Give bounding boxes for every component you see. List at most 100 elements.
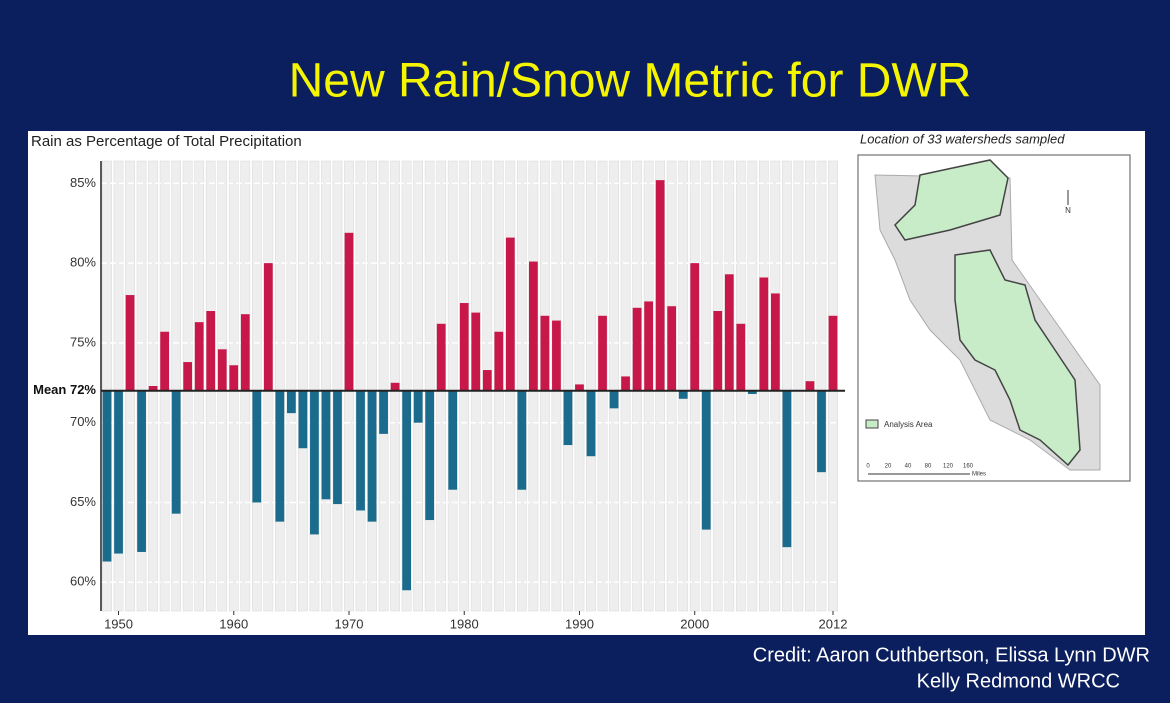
legend-swatch <box>865 419 879 429</box>
credit-line: Kelly Redmond WRCC <box>917 670 1120 692</box>
bar <box>482 370 492 391</box>
map: Location of 33 watersheds sampled N Anal… <box>857 131 1131 482</box>
mean-label: Mean 72% <box>33 382 96 397</box>
bar <box>125 295 135 391</box>
x-tick-label: 1990 <box>565 616 594 631</box>
stripe <box>678 160 689 612</box>
bar <box>701 390 711 530</box>
bar <box>517 390 527 490</box>
bar <box>333 390 342 505</box>
bar <box>310 390 319 535</box>
stripe <box>251 160 262 612</box>
bar <box>817 390 826 473</box>
bar <box>655 180 665 391</box>
bar <box>356 390 365 511</box>
bar <box>724 274 734 391</box>
bar <box>436 323 446 391</box>
x-tick-label: 2000 <box>680 616 709 631</box>
stripe <box>701 160 712 612</box>
stripe <box>286 160 297 612</box>
bar <box>713 311 723 391</box>
stripe <box>609 160 619 612</box>
bar <box>367 390 377 522</box>
slide-title: New Rain/Snow Metric for DWR <box>289 55 972 108</box>
bar <box>171 390 181 514</box>
y-tick-label: 80% <box>70 255 96 270</box>
stripe <box>298 160 308 612</box>
bar <box>471 312 481 391</box>
stripe <box>747 160 758 612</box>
bar <box>148 386 158 391</box>
bar <box>183 362 193 391</box>
stripe <box>367 160 377 612</box>
y-tick-label: 70% <box>70 414 96 429</box>
stripe <box>355 160 366 612</box>
stripe <box>793 160 804 612</box>
bar <box>575 384 584 391</box>
scale-label: 40 <box>905 464 912 470</box>
stripe <box>413 160 424 612</box>
bar <box>540 315 550 391</box>
bar <box>621 376 630 391</box>
x-tick-label: 1980 <box>450 616 479 631</box>
scale-label: 160 <box>963 464 974 470</box>
scale-label: 80 <box>925 464 932 470</box>
bar <box>379 390 388 434</box>
bar <box>632 307 642 391</box>
stripe <box>447 160 458 612</box>
bar <box>782 390 792 548</box>
bar <box>206 311 216 391</box>
stripe <box>401 160 412 612</box>
bar <box>644 301 653 391</box>
bar <box>609 390 619 409</box>
map-title: Location of 33 watersheds sampled <box>860 131 1065 146</box>
bar <box>137 390 146 552</box>
bar <box>505 237 515 391</box>
analysis-area <box>894 159 1081 467</box>
bar <box>160 331 169 391</box>
stripe <box>378 160 389 612</box>
bar <box>194 322 204 391</box>
chart: 60% 65% 70% 75% 80% 85% Mean 72% 1950 1960 1970 19… <box>33 160 848 631</box>
bar <box>747 390 757 394</box>
bar <box>413 390 423 423</box>
stripe <box>424 160 435 612</box>
stripe <box>516 160 527 612</box>
bar <box>690 263 700 391</box>
stripe <box>171 160 182 612</box>
bar <box>771 293 780 391</box>
bar <box>217 349 227 391</box>
scale-unit: Miles <box>972 472 986 478</box>
x-tick-label: 2012 <box>819 616 848 631</box>
bar <box>459 303 469 391</box>
scale-label: 0 <box>866 464 870 470</box>
x-tick-label: 1970 <box>335 616 364 631</box>
bar <box>252 390 262 503</box>
stripe <box>586 160 596 612</box>
bar <box>552 320 561 391</box>
scale-labels: 0 20 40 80 120 160 <box>866 464 973 470</box>
y-tick-label: 60% <box>70 574 96 589</box>
x-tick-label: 1950 <box>104 616 133 631</box>
credit-line: Credit: Aaron Cuthbertson, Elissa Lynn D… <box>753 644 1150 666</box>
stripe <box>309 160 320 612</box>
bar <box>298 390 308 449</box>
bar <box>598 315 607 391</box>
stripe <box>816 160 827 612</box>
stripe <box>332 160 343 612</box>
bar <box>667 306 677 391</box>
x-tick-label: 1960 <box>219 616 248 631</box>
bar <box>229 365 239 391</box>
bar <box>736 323 746 391</box>
stripe <box>563 160 573 612</box>
bar <box>563 390 573 446</box>
bar <box>102 390 112 562</box>
bar <box>586 390 596 457</box>
bar <box>494 331 504 391</box>
scale-label: 120 <box>943 464 954 470</box>
bar <box>402 390 411 591</box>
bar <box>828 315 838 391</box>
stripe <box>102 160 112 612</box>
